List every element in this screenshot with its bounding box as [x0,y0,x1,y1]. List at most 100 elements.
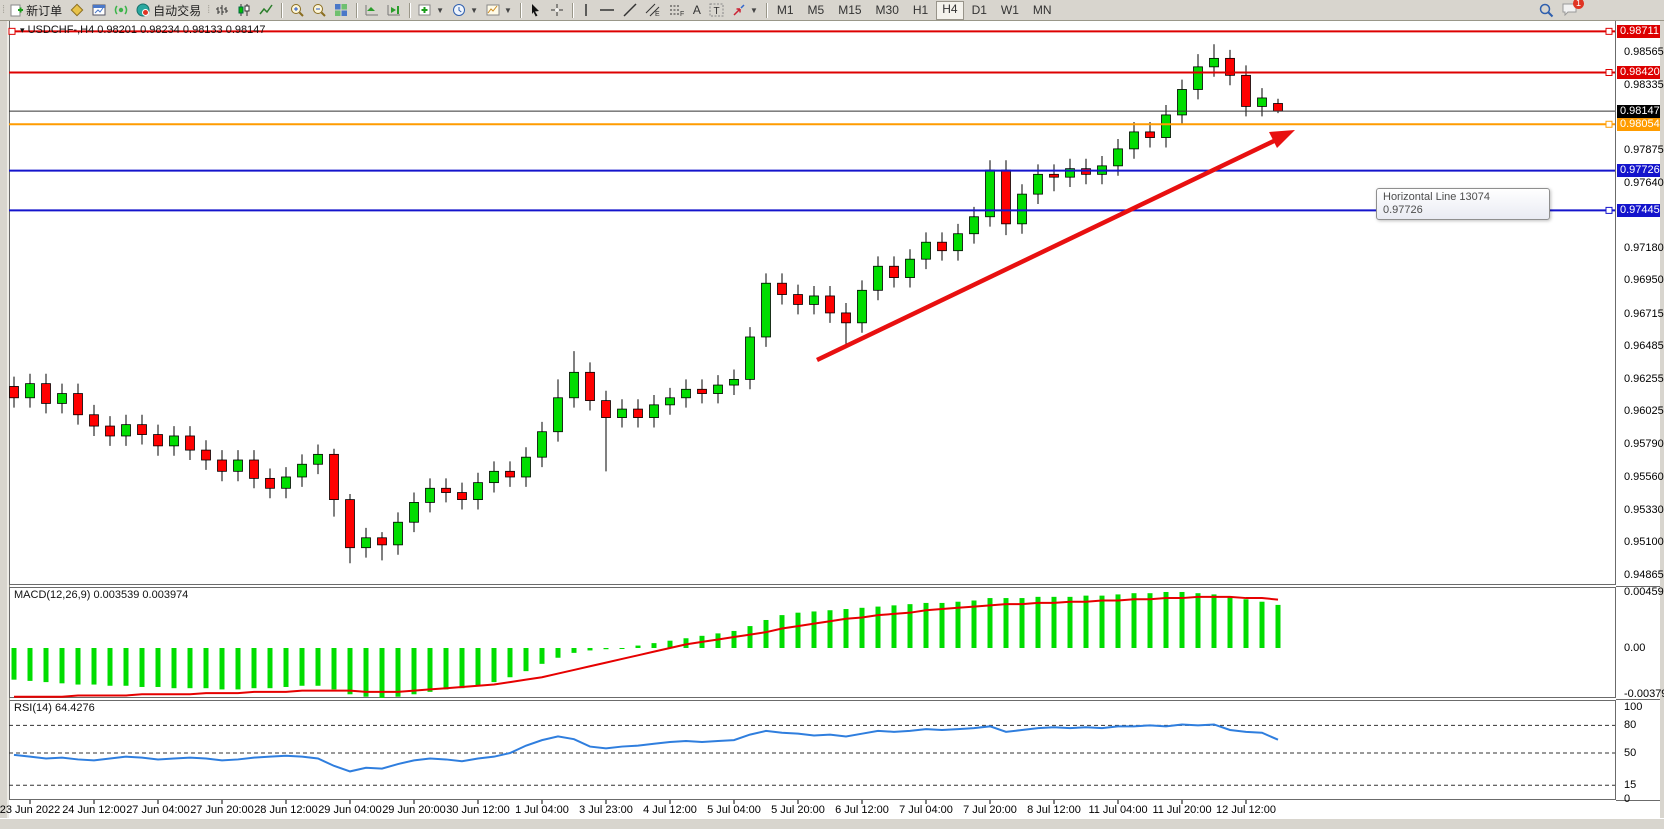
auto-scroll-icon [365,5,379,16]
dropdown-caret-icon: ▼ [749,5,758,15]
auto-scroll-button[interactable] [361,1,383,19]
zoom-in-button[interactable] [286,1,308,19]
time-axis-label: 29 Jun 04:00 [318,804,382,816]
cursor-tool-button[interactable] [525,1,546,19]
tf-H1[interactable]: H1 [912,2,929,17]
time-axis-label: 4 Jul 12:00 [643,804,697,816]
time-axis-label: 30 Jun 12:00 [446,804,510,816]
price-tick-label: 0.96255 [1624,372,1664,385]
time-axis-label: 27 Jun 04:00 [126,804,190,816]
time-axis-label: 6 Jul 12:00 [835,804,889,816]
cursor-icon [531,4,539,17]
timeframe-bar: M1 M5 M15 M30 H1 H4 D1 W1 MN [771,0,1058,20]
tile-windows-button[interactable] [330,1,352,19]
text-tool[interactable]: A [689,1,705,19]
line-chart-button[interactable] [255,1,277,19]
price-tick-label: 0.97875 [1624,143,1664,156]
toolbar-separator [571,2,573,18]
text-label-tool[interactable]: T [705,1,728,19]
vertical-line-tool[interactable] [577,1,595,19]
price-tick-label: 0.97640 [1624,176,1664,189]
dropdown-caret-icon: ▼ [436,5,445,15]
new-order-button[interactable]: 新订单 [6,1,66,19]
autotrading-icon [136,3,150,17]
macd-scale-label: 0.004596 [1624,586,1664,599]
channel-tool[interactable]: E [641,1,665,19]
price-tick-label: 0.98335 [1624,78,1664,91]
text-label-icon: T [709,3,724,17]
macd-pane[interactable] [9,587,1616,698]
time-axis-label: 28 Jun 12:00 [254,804,318,816]
axis-separator [1616,800,1660,801]
current-price-badge: 0.98147 [1617,104,1660,118]
notifications-button[interactable]: 1 [1562,0,1584,19]
price-axis[interactable]: 0.98565 0.98335 0.97875 0.97640 0.97180 0.969… [1616,20,1664,818]
macd-scale-label: 0.00 [1624,642,1646,654]
price-tick-label: 0.95100 [1624,536,1664,549]
chart-window-button[interactable] [88,1,110,19]
notification-badge: 1 [1573,0,1584,9]
tf-M1[interactable]: M1 [776,2,794,17]
search-icon[interactable] [1539,3,1554,18]
svg-text:T: T [713,6,719,17]
tf-MN[interactable]: MN [1032,2,1052,17]
chart-shift-button[interactable] [383,1,405,19]
zoom-out-button[interactable] [308,1,330,19]
rsi-scale-label: 50 [1624,747,1637,759]
text-icon: A [692,3,701,17]
tf-M30[interactable]: M30 [875,2,899,17]
time-axis[interactable]: 23 Jun 2022 24 Jun 12:00 27 Jun 04:00 27 Ju… [0,800,1616,818]
price-tick-label: 0.94865 [1624,569,1664,582]
main-chart-pane[interactable] [9,20,1616,585]
market-watch-button[interactable] [66,1,88,19]
tf-D1[interactable]: D1 [971,2,987,17]
templates-icon [486,4,500,16]
time-axis-label: 11 Jul 04:00 [1088,804,1148,816]
tf-W1[interactable]: W1 [1000,2,1019,17]
rsi-label: RSI(14) 64.4276 [14,702,95,714]
signals-button[interactable] [110,1,132,19]
time-axis-label: 5 Jul 20:00 [771,804,825,816]
tf-M15[interactable]: M15 [838,2,862,17]
svg-text:F: F [680,11,684,17]
trendline-tool[interactable] [619,1,641,19]
horizontal-line-tool[interactable] [595,1,619,19]
status-strip [0,818,1664,829]
dropdown-caret-icon: ▼ [504,5,512,15]
templates-button[interactable]: ▼ [482,1,516,19]
price-line-badge: 0.98420 [1617,66,1660,79]
tf-M5[interactable]: M5 [807,2,825,17]
toolbar-separator [356,2,358,18]
trendline-icon [623,3,637,17]
chart-shift-icon [387,5,401,16]
toolbar-right: 1 [1539,0,1664,19]
tile-windows-icon [335,4,348,16]
bar-chart-button[interactable] [211,1,233,19]
axis-separator [1616,586,1660,587]
line-chart-icon [259,4,273,15]
crosshair-tool-button[interactable] [546,1,568,19]
fibonacci-tool[interactable]: F [665,1,689,19]
tooltip-line2: 0.97726 [1383,204,1423,216]
candle-chart-button[interactable] [233,1,255,19]
zoom-out-icon [313,4,326,17]
arrows-tool[interactable]: ▼ [728,1,762,19]
signal-icon [114,5,128,15]
indicators-button[interactable]: ▼ [414,1,448,19]
autotrading-button[interactable]: 自动交易 [132,1,205,19]
periods-button[interactable]: ▼ [448,1,482,19]
time-axis-label: 1 Jul 04:00 [515,804,569,816]
toolbar: ⁞ 新订单 自动交易 ⁞ [0,0,1664,21]
price-tick-label: 0.96715 [1624,307,1664,320]
macd-scale-label: -0.003797 [1624,688,1664,701]
price-tick-label: 0.98565 [1624,46,1664,58]
time-axis-label: 29 Jun 20:00 [382,804,446,816]
time-axis-label: 24 Jun 12:00 [62,804,126,816]
right-gutter [1660,20,1664,818]
tf-H4[interactable]: H4 [936,0,964,20]
price-tick-label: 0.95790 [1624,438,1664,451]
toolbar-separator [409,2,411,18]
rsi-pane[interactable] [9,700,1616,800]
time-axis-label: 8 Jul 12:00 [1027,804,1081,816]
